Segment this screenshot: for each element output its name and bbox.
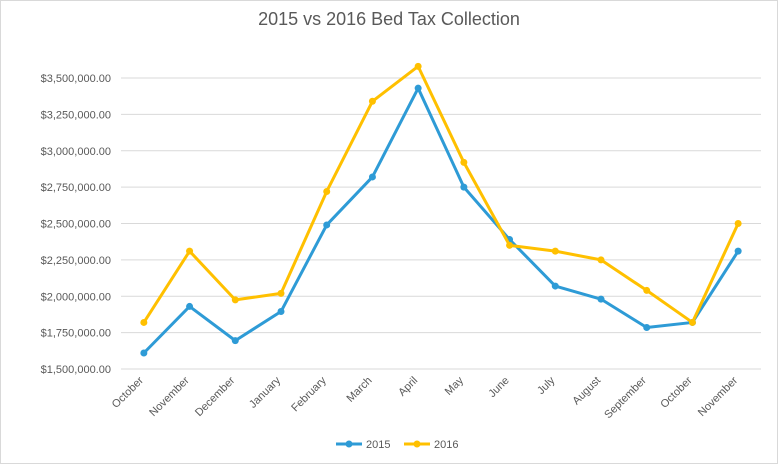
data-point [414, 84, 422, 92]
series-2015 [140, 84, 742, 357]
x-tick-label: October [658, 374, 694, 410]
series-2016 [140, 62, 742, 326]
y-tick-label: $1,500,000.00 [41, 364, 111, 376]
y-tick-label: $3,500,000.00 [41, 73, 111, 85]
series-lines [140, 62, 742, 357]
x-tick-label: October [110, 374, 146, 410]
data-point [368, 173, 376, 181]
data-point [186, 247, 194, 255]
data-point [506, 241, 514, 249]
y-tick-label: $2,500,000.00 [41, 219, 111, 231]
data-point [551, 247, 559, 255]
x-tick-label: August [570, 375, 603, 408]
series-line [142, 64, 740, 324]
data-point [277, 289, 285, 297]
data-point [186, 302, 194, 310]
legend: 2015 2016 [336, 439, 458, 451]
data-point [460, 183, 468, 191]
data-point [277, 308, 285, 316]
data-point [643, 324, 651, 332]
x-tick-label: July [535, 374, 558, 397]
y-tick-label: $3,000,000.00 [41, 146, 111, 158]
data-point [734, 247, 742, 255]
x-tick-label: May [443, 374, 467, 398]
data-point [460, 158, 468, 166]
data-point [414, 62, 422, 70]
data-point [231, 296, 239, 304]
data-point [231, 337, 239, 345]
x-tick-label: April [396, 375, 420, 399]
legend-item: 2016 [404, 439, 458, 451]
data-point [734, 220, 742, 227]
data-point [643, 286, 651, 294]
x-tick-label: February [289, 374, 329, 414]
data-point [551, 282, 559, 290]
x-tick-label: November [147, 374, 192, 419]
legend-marker [345, 440, 353, 448]
data-point [323, 187, 331, 195]
chart-title: 2015 vs 2016 Bed Tax Collection [258, 9, 520, 29]
x-tick-label: December [193, 374, 238, 419]
data-point [597, 256, 605, 264]
x-axis-tick-labels: October November December January February Ma… [110, 374, 741, 421]
data-point [597, 295, 605, 303]
legend-item: 2015 [336, 439, 390, 451]
legend-label: 2015 [366, 439, 390, 451]
data-point [368, 97, 376, 105]
y-tick-label: $2,000,000.00 [41, 291, 111, 303]
data-point [323, 221, 331, 229]
y-tick-label: $1,750,000.00 [41, 328, 111, 340]
data-point [688, 318, 696, 326]
x-tick-label: November [696, 374, 741, 419]
x-tick-label: June [486, 375, 511, 400]
legend-label: 2016 [434, 439, 458, 451]
x-tick-label: January [247, 374, 284, 411]
y-tick-label: $3,250,000.00 [41, 109, 111, 121]
series-line [142, 86, 740, 355]
data-point [140, 318, 148, 326]
y-tick-label: $2,250,000.00 [41, 255, 111, 267]
x-tick-label: March [344, 375, 374, 405]
x-tick-label: September [602, 374, 649, 421]
data-point [140, 349, 148, 357]
legend-marker [413, 440, 421, 448]
y-tick-label: $2,750,000.00 [41, 182, 111, 194]
y-axis-tick-labels: $1,500,000.00 $1,750,000.00 $2,000,000.00 $… [41, 73, 111, 376]
